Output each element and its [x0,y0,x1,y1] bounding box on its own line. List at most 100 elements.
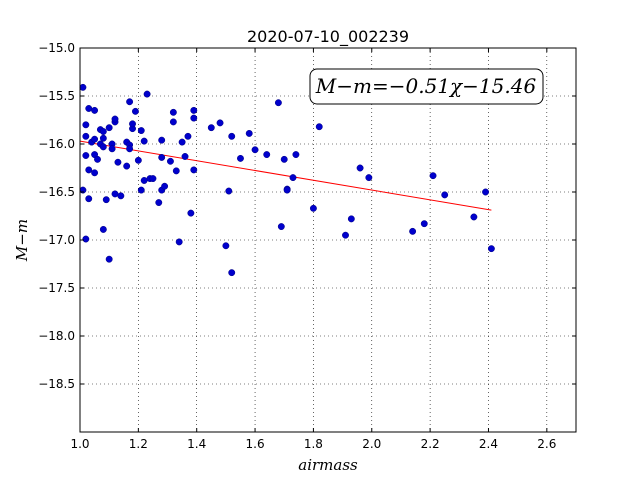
data-point [91,106,99,114]
data-point [85,105,93,112]
data-point [169,118,177,126]
fit-line [79,140,492,211]
fit-equation-box: M−m=−0.51χ−15.46 [309,68,544,105]
y-tick-label: −15.0 [38,41,75,55]
data-point [487,245,495,253]
data-point [137,186,145,194]
data-point [251,146,259,154]
data-point [292,151,300,159]
data-point [172,167,180,175]
data-point [161,182,169,190]
data-point [166,157,174,165]
data-point [91,135,99,143]
data-point [91,169,99,177]
data-point [105,255,113,263]
x-tick-label: 2.6 [537,437,556,451]
data-point [126,145,134,153]
x-tick-label: 1.0 [70,437,89,451]
data-point [187,209,195,217]
data-point [158,153,166,161]
data-point [178,138,186,146]
data-point [82,152,90,159]
data-point [82,235,90,243]
data-points [79,83,495,277]
data-point [85,195,93,203]
x-axis-label: airmass [298,456,358,474]
data-point [356,164,364,172]
data-point [190,106,198,114]
y-tick-labels: −15.0 −15.5 −16.0 −16.5 −17.0 −17.5 −18.0 −18.5 [38,41,75,391]
data-point [263,151,271,159]
data-point [140,137,148,145]
data-point [225,187,233,195]
fit-equation: M−m=−0.51χ−15.46 [315,74,537,98]
y-axis-label: M−m [13,219,31,262]
y-tick-label: −18.5 [38,377,75,391]
data-point [280,155,288,163]
data-point [111,115,119,123]
x-tick-label: 1.4 [187,437,206,451]
data-point [102,196,110,204]
data-point [131,107,139,115]
grid-lines [79,47,576,432]
data-point [169,108,177,116]
data-point [114,158,122,166]
data-point [409,227,417,235]
data-point [181,153,189,160]
data-point [126,98,134,106]
data-point [283,186,291,194]
data-point [228,269,236,277]
data-point [149,175,157,183]
data-point [175,238,183,246]
data-point [108,145,116,153]
data-point [441,191,449,199]
x-tick-label: 1.2 [129,437,148,451]
data-point [429,172,437,180]
data-point [245,129,253,137]
data-point [222,242,230,250]
data-point [137,127,145,135]
data-point [482,188,490,196]
data-point [99,134,107,142]
data-point [129,120,136,128]
data-point [85,166,93,174]
data-point [143,90,151,98]
data-point [158,136,166,144]
data-point [309,204,317,212]
data-point [184,132,192,140]
data-point [134,156,142,164]
data-point [155,199,163,207]
y-tick-label: −16.0 [38,137,75,151]
data-point [365,174,373,182]
data-point [82,132,90,140]
data-point [207,124,215,132]
y-tick-label: −17.5 [38,281,75,295]
data-point [111,190,119,198]
chart-title: 2020-07-10_002239 [247,27,409,47]
x-tick-labels: 1.0 1.2 1.4 1.6 1.8 2.0 2.2 2.4 2.6 [70,437,556,451]
data-point [277,223,285,231]
x-tick-label: 1.8 [304,437,323,451]
data-point [79,83,87,91]
data-point [190,166,198,174]
data-point [237,154,244,162]
data-point [140,177,148,184]
data-point [105,124,113,132]
data-point [123,162,131,170]
x-tick-label: 2.2 [421,437,440,451]
data-point [470,213,478,221]
data-point [99,143,107,151]
data-point [228,132,236,140]
y-tick-label: −15.5 [38,89,75,103]
data-point [94,155,101,163]
data-point [315,123,323,131]
y-tick-label: −16.5 [38,185,75,199]
data-point [347,215,355,223]
data-point [117,192,125,200]
data-point [82,121,90,129]
y-tick-label: −18.0 [38,329,75,343]
axis-ticks [79,47,576,432]
x-tick-label: 2.0 [362,437,381,451]
data-point [289,174,297,182]
